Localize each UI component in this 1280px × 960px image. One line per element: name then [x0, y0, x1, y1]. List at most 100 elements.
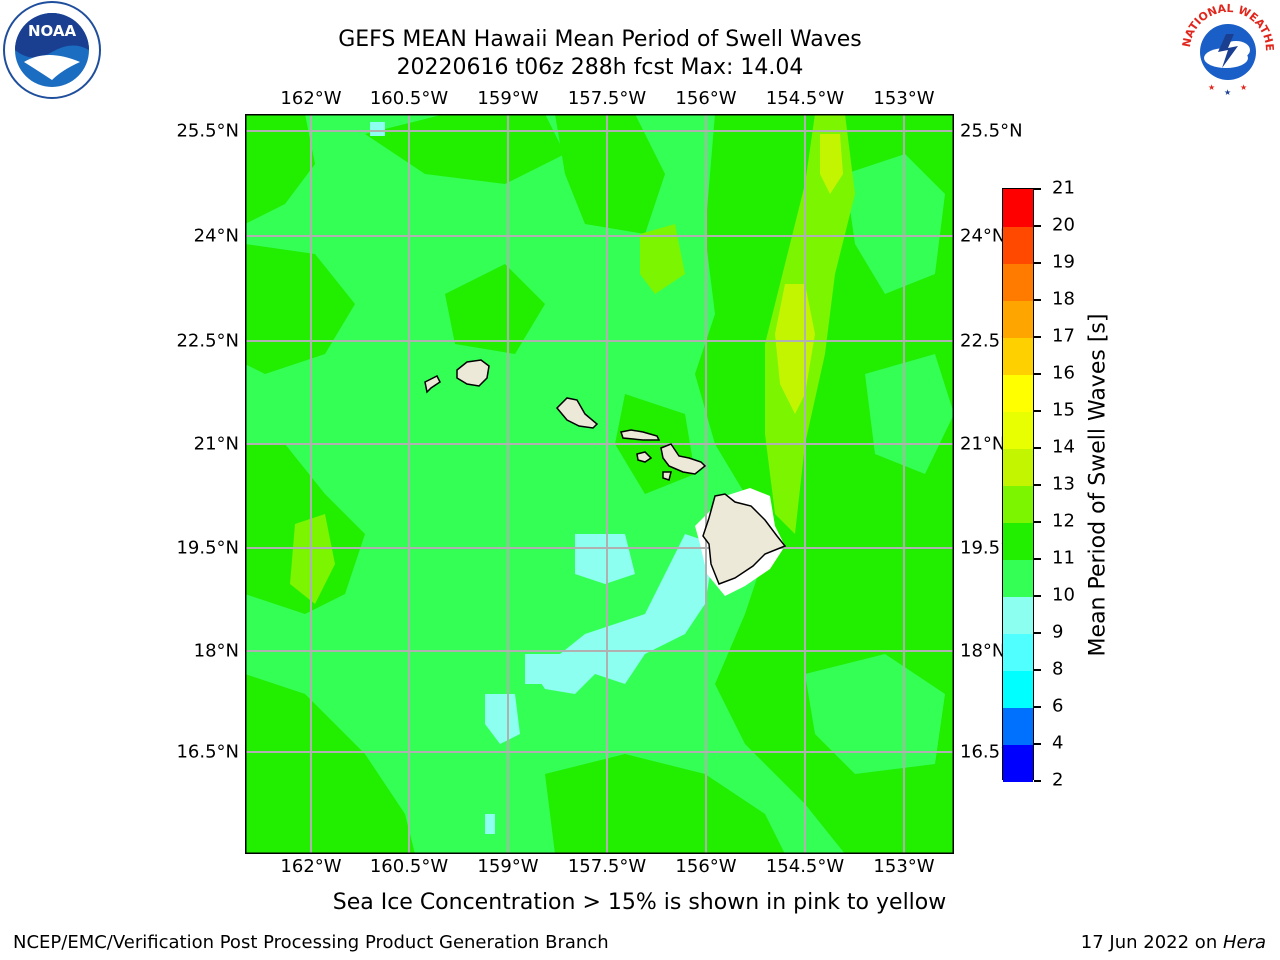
left-lat-label: 19.5°N [176, 537, 239, 559]
colorbar-segment [1003, 707, 1033, 745]
colorbar-segment [1003, 337, 1033, 375]
colorbar-segment [1003, 633, 1033, 671]
island-molokai [620, 429, 661, 441]
bottom-lon-label: 154.5°W [765, 856, 845, 877]
left-lat-label: 18°N [193, 640, 239, 662]
swell-period-map [245, 114, 954, 854]
contour-11s [245, 674, 415, 854]
island-oahu [555, 397, 599, 429]
hawaiian-islands [424, 359, 787, 585]
lat-gridlines [245, 130, 954, 753]
bottom-lon-label: 153°W [873, 856, 935, 877]
bottom-lon-label: 160.5°W [369, 856, 449, 877]
svg-text:★: ★ [1240, 83, 1247, 92]
colorbar-tick [1034, 484, 1041, 486]
sea-ice-note: Sea Ice Concentration > 15% is shown in … [332, 890, 947, 915]
colorbar-tick-label: 18 [1052, 288, 1075, 310]
right-lat-label: 16.5° [960, 741, 1010, 763]
left-lat-label: 25.5°N [176, 120, 239, 142]
colorbar-tick [1034, 558, 1041, 560]
right-lat-label: 22.5° [960, 330, 1010, 352]
footer-credit: NCEP/EMC/Verification Post Processing Pr… [13, 932, 609, 953]
top-lon-label: 160.5°W [369, 88, 449, 109]
colorbar-segment [1003, 596, 1033, 634]
bottom-lon-label: 157.5°W [567, 856, 647, 877]
colorbar-tick-label: 20 [1052, 214, 1075, 236]
svg-text:★: ★ [1208, 83, 1215, 92]
contour-11s [445, 264, 545, 354]
island-maui [660, 443, 707, 475]
colorbar-tick [1034, 336, 1041, 338]
top-lon-label: 156°W [675, 88, 737, 109]
colorbar-tick [1034, 780, 1041, 782]
colorbar-tick [1034, 669, 1041, 671]
island-big-island [702, 493, 787, 585]
top-lon-label: 159°W [477, 88, 539, 109]
contour-11s [545, 754, 785, 854]
contour-9s [370, 122, 385, 136]
contour-12s [290, 514, 335, 604]
colorbar-segment [1003, 263, 1033, 301]
right-lat-label: 18°N [960, 640, 1006, 662]
colorbar-tick-label: 6 [1052, 695, 1064, 717]
colorbar-tick [1034, 706, 1041, 708]
colorbar-tick-label: 16 [1052, 362, 1075, 384]
right-lat-label: 19.5° [960, 537, 1010, 559]
colorbar-tick-label: 8 [1052, 658, 1064, 680]
contour-10s [805, 654, 945, 774]
contour-11s [555, 114, 665, 234]
colorbar-segment [1003, 226, 1033, 264]
contour-9s [535, 534, 715, 694]
contour-9s [575, 534, 635, 584]
colorbar-tick-label: 21 [1052, 177, 1075, 199]
top-lon-label: 153°W [873, 88, 935, 109]
bottom-lon-label: 156°W [675, 856, 737, 877]
colorbar-tick [1034, 299, 1041, 301]
footer-host: Hera [1222, 932, 1266, 953]
colorbar-tick-label: 2 [1052, 769, 1064, 791]
colorbar-segment [1003, 411, 1033, 449]
nws-logo: NATIONAL WEATHER SERVICE ★ ★ ★ [1178, 0, 1276, 97]
colorbar-tick-label: 17 [1052, 325, 1075, 347]
colorbar-tick-label: 10 [1052, 584, 1075, 606]
colorbar-segment [1003, 448, 1033, 486]
bottom-lon-label: 162°W [280, 856, 342, 877]
colorbar-tick-label: 4 [1052, 732, 1064, 754]
left-lat-label: 22.5°N [176, 330, 239, 352]
footer-date: 17 Jun 2022 on Hera [1081, 932, 1266, 953]
colorbar-tick-label: 11 [1052, 547, 1075, 569]
contour-10s [845, 154, 945, 294]
right-lat-label: 21°N [960, 433, 1006, 455]
island-lanai [636, 451, 653, 463]
top-lon-label: 162°W [280, 88, 342, 109]
colorbar-segment [1003, 485, 1033, 523]
colorbar-tick [1034, 225, 1041, 227]
island-niihau [424, 374, 441, 394]
contour-12s [640, 224, 685, 294]
colorbar-tick-label: 12 [1052, 510, 1075, 532]
colorbar-segment [1003, 374, 1033, 412]
colorbar-tick-label: 14 [1052, 436, 1075, 458]
contour-9s [525, 654, 565, 684]
colorbar-tick-label: 15 [1052, 399, 1075, 421]
contour-9s [485, 814, 495, 834]
colorbar-tick [1034, 521, 1041, 523]
colorbar-tick [1034, 595, 1041, 597]
colorbar-tick [1034, 188, 1041, 190]
colorbar-tick-label: 13 [1052, 473, 1075, 495]
colorbar-tick-label: 19 [1052, 251, 1075, 273]
colorbar-segment [1003, 189, 1033, 227]
left-lat-label: 16.5°N [176, 741, 239, 763]
bottom-lon-label: 159°W [477, 856, 539, 877]
contour-11s [245, 114, 315, 224]
chart-subtitle: 20220616 t06z 288h fcst Max: 14.04 [396, 55, 804, 80]
colorbar [1002, 188, 1034, 782]
colorbar-segment [1003, 559, 1033, 597]
island-kauai [456, 359, 490, 387]
left-lat-label: 21°N [193, 433, 239, 455]
colorbar-tick [1034, 410, 1041, 412]
colorbar-tick [1034, 262, 1041, 264]
noaa-logo: NOAA [3, 1, 101, 99]
colorbar-segment [1003, 300, 1033, 338]
colorbar-tick [1034, 743, 1041, 745]
